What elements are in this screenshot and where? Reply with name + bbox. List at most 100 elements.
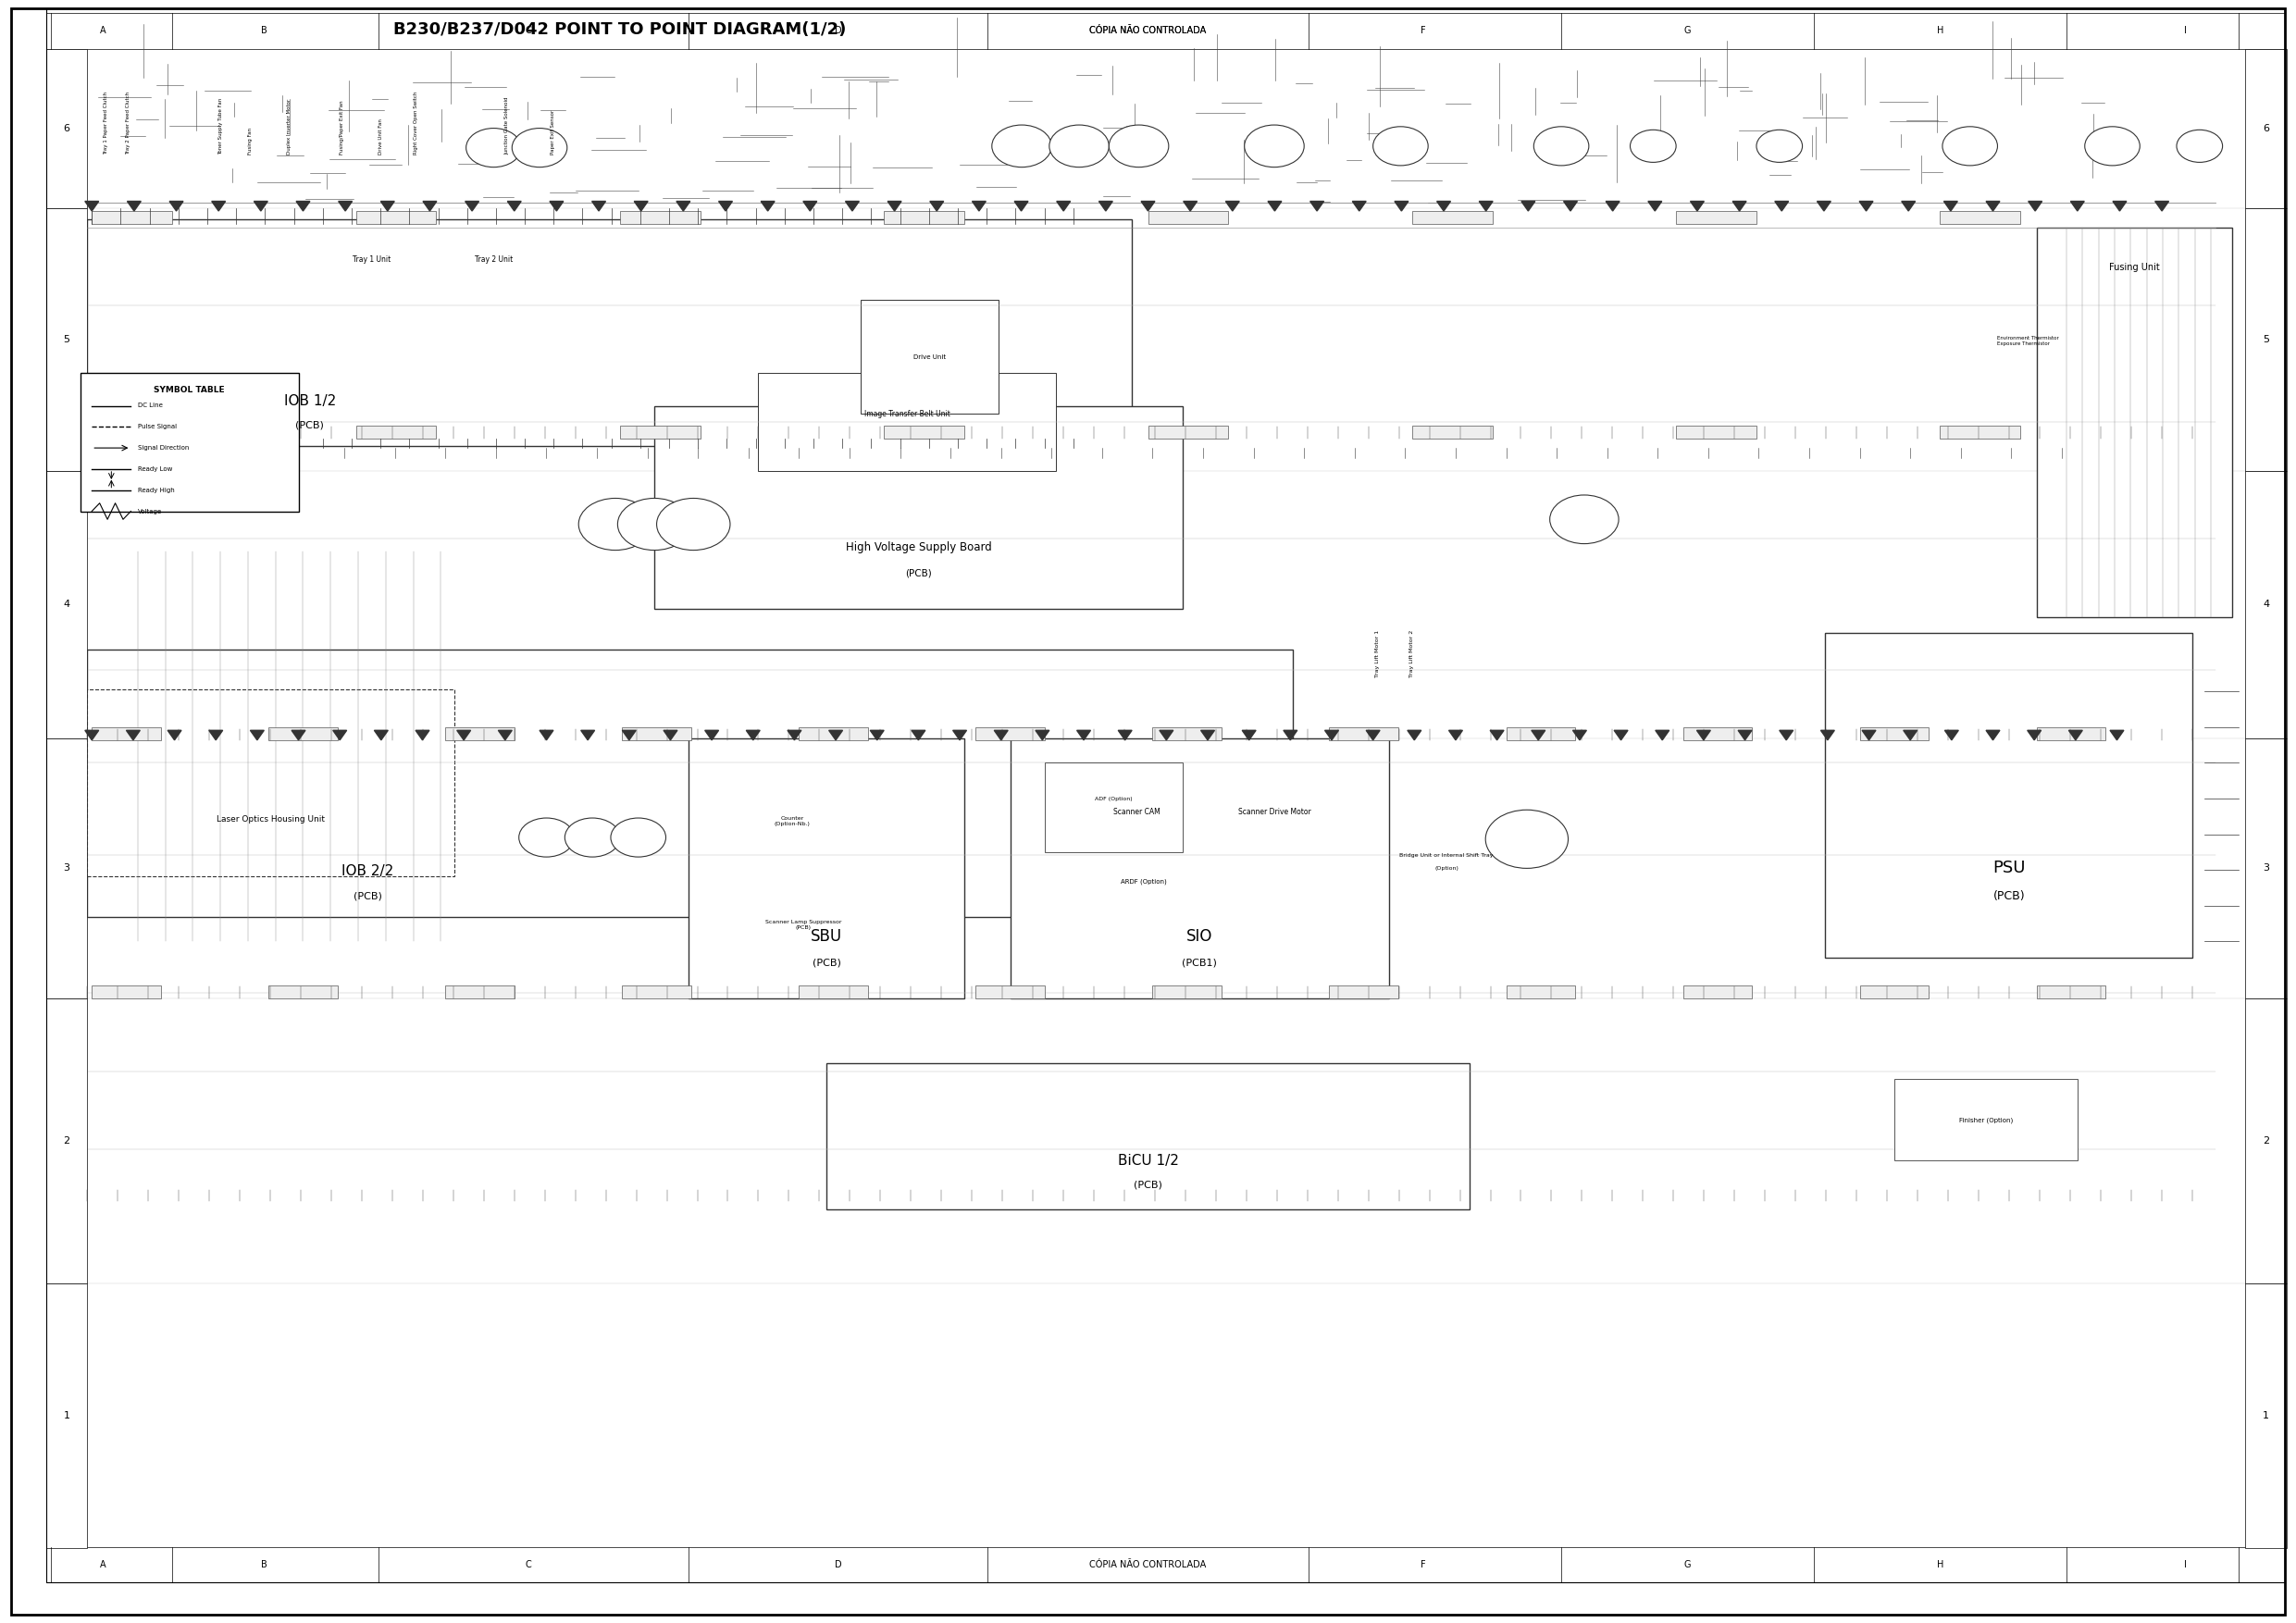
Text: 6: 6 xyxy=(64,123,69,133)
Bar xyxy=(80,373,298,511)
Circle shape xyxy=(1534,127,1589,166)
Text: 1: 1 xyxy=(2264,1412,2268,1420)
Polygon shape xyxy=(1903,730,1917,740)
Text: DC Line: DC Line xyxy=(138,403,163,409)
Polygon shape xyxy=(416,730,429,740)
Polygon shape xyxy=(168,730,181,740)
Bar xyxy=(861,300,999,414)
Bar xyxy=(884,211,964,224)
Polygon shape xyxy=(1449,730,1463,740)
Polygon shape xyxy=(1655,730,1669,740)
Circle shape xyxy=(1373,127,1428,166)
Text: D: D xyxy=(833,1560,843,1569)
Polygon shape xyxy=(296,201,310,211)
Polygon shape xyxy=(592,201,606,211)
Polygon shape xyxy=(333,730,347,740)
Text: H: H xyxy=(1938,26,1942,36)
Text: SIO: SIO xyxy=(1187,928,1212,945)
Bar xyxy=(758,373,1056,471)
Bar xyxy=(622,727,691,740)
Polygon shape xyxy=(1100,201,1114,211)
Polygon shape xyxy=(1352,201,1366,211)
Text: 6: 6 xyxy=(2264,123,2268,133)
Text: Scanner Drive Motor: Scanner Drive Motor xyxy=(1238,807,1311,816)
Bar xyxy=(620,211,700,224)
Bar xyxy=(46,738,87,998)
Polygon shape xyxy=(1118,730,1132,740)
Text: (PCB): (PCB) xyxy=(1134,1180,1162,1190)
Text: Laser Optics Housing Unit: Laser Optics Housing Unit xyxy=(216,815,326,824)
Text: Image Transfer Belt Unit: Image Transfer Belt Unit xyxy=(863,409,951,419)
Text: Fusing/Paper Exit Fan: Fusing/Paper Exit Fan xyxy=(340,101,344,154)
Text: CÓPIA NÃO CONTROLADA: CÓPIA NÃO CONTROLADA xyxy=(1091,26,1205,36)
Text: (PCB): (PCB) xyxy=(1993,889,2025,902)
Bar xyxy=(2245,738,2287,998)
Polygon shape xyxy=(581,730,595,740)
Polygon shape xyxy=(540,730,553,740)
Polygon shape xyxy=(1035,730,1049,740)
Text: Tray 1 Paper Feed Clutch: Tray 1 Paper Feed Clutch xyxy=(103,91,108,154)
Polygon shape xyxy=(126,201,140,211)
Polygon shape xyxy=(1862,730,1876,740)
Polygon shape xyxy=(209,730,223,740)
Text: ARDF (Option): ARDF (Option) xyxy=(1120,878,1166,885)
Bar xyxy=(269,985,338,998)
Bar xyxy=(269,727,338,740)
Text: G: G xyxy=(1683,26,1692,36)
Bar xyxy=(46,471,87,738)
Text: Toner Supply Tube Fan: Toner Supply Tube Fan xyxy=(218,97,223,154)
Polygon shape xyxy=(2156,201,2170,211)
Text: Signal Direction: Signal Direction xyxy=(138,445,188,451)
Text: CÓPIA NÃO CONTROLADA: CÓPIA NÃO CONTROLADA xyxy=(1091,26,1205,36)
Bar xyxy=(1148,211,1228,224)
Text: Scanner Lamp Suppressor
(PCB): Scanner Lamp Suppressor (PCB) xyxy=(765,920,843,930)
Bar xyxy=(1412,211,1492,224)
Polygon shape xyxy=(2027,730,2041,740)
Text: (PCB): (PCB) xyxy=(296,420,324,430)
Polygon shape xyxy=(889,201,902,211)
Circle shape xyxy=(2085,127,2140,166)
Polygon shape xyxy=(1573,730,1587,740)
Polygon shape xyxy=(1366,730,1380,740)
Polygon shape xyxy=(1860,201,1874,211)
Bar xyxy=(445,985,514,998)
Text: B: B xyxy=(262,1560,266,1569)
Polygon shape xyxy=(719,201,732,211)
Polygon shape xyxy=(1182,201,1196,211)
Polygon shape xyxy=(845,201,859,211)
Text: Tray 2 Paper Feed Clutch: Tray 2 Paper Feed Clutch xyxy=(126,91,131,154)
Text: ADF (Option): ADF (Option) xyxy=(1095,797,1132,802)
Bar xyxy=(2245,471,2287,738)
Bar xyxy=(1148,425,1228,438)
Text: SBU: SBU xyxy=(810,928,843,945)
Polygon shape xyxy=(1614,730,1628,740)
Polygon shape xyxy=(381,201,395,211)
Polygon shape xyxy=(971,201,985,211)
Bar xyxy=(92,727,161,740)
Text: Environment Thermistor
Exposure Thermistor: Environment Thermistor Exposure Thermist… xyxy=(1998,336,2060,346)
Text: (PCB1): (PCB1) xyxy=(1182,958,1217,967)
Circle shape xyxy=(466,128,521,167)
Bar xyxy=(1825,633,2193,958)
Polygon shape xyxy=(788,730,801,740)
Text: SYMBOL TABLE: SYMBOL TABLE xyxy=(154,386,225,394)
Polygon shape xyxy=(829,730,843,740)
Polygon shape xyxy=(1394,201,1407,211)
Text: Tray 2 Unit: Tray 2 Unit xyxy=(475,255,512,265)
Bar xyxy=(1506,727,1575,740)
Polygon shape xyxy=(677,201,691,211)
Bar xyxy=(92,985,161,998)
Polygon shape xyxy=(912,730,925,740)
Bar xyxy=(46,49,87,208)
Text: C: C xyxy=(526,1560,530,1569)
Text: BiCU 1/2: BiCU 1/2 xyxy=(1118,1154,1178,1167)
Polygon shape xyxy=(2112,201,2126,211)
Bar xyxy=(445,727,514,740)
Circle shape xyxy=(2177,130,2223,162)
Bar xyxy=(92,425,172,438)
Text: 5: 5 xyxy=(64,334,69,344)
Polygon shape xyxy=(374,730,388,740)
Text: Tray 1 Unit: Tray 1 Unit xyxy=(354,255,390,265)
Polygon shape xyxy=(211,201,225,211)
Bar xyxy=(620,425,700,438)
